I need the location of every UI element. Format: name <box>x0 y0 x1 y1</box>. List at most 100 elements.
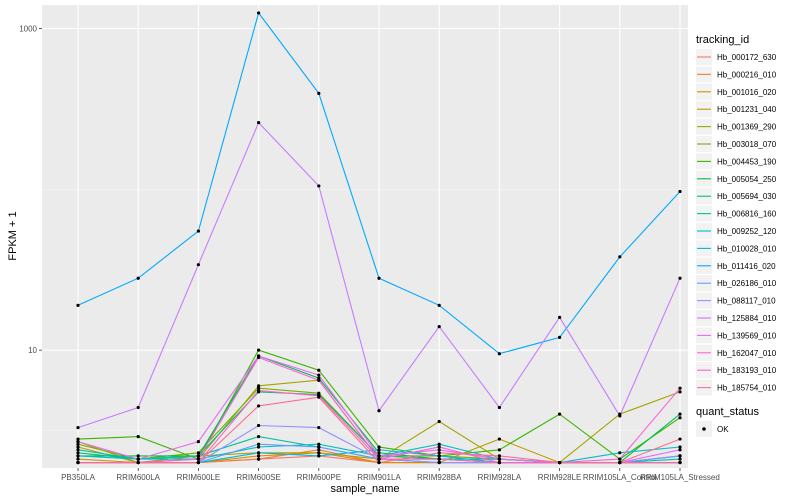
data-point <box>196 451 200 455</box>
data-point <box>678 276 682 280</box>
data-point <box>678 445 682 449</box>
data-point <box>257 348 261 352</box>
data-point <box>497 454 501 458</box>
data-point <box>257 384 261 388</box>
data-point <box>257 11 261 15</box>
data-point <box>437 303 441 307</box>
data-point <box>257 445 261 449</box>
data-point <box>377 276 381 280</box>
data-point <box>136 435 140 439</box>
legend-label: Hb_162047_010 <box>717 349 777 358</box>
data-point <box>76 439 80 444</box>
x-tick-label: RRIM600SE <box>236 473 280 482</box>
legend-label: Hb_001016_020 <box>717 88 777 97</box>
data-point <box>317 368 321 372</box>
data-point <box>196 454 200 458</box>
data-point <box>497 405 501 410</box>
data-point <box>257 386 261 390</box>
data-point <box>317 373 321 377</box>
data-point <box>317 378 321 382</box>
data-point <box>76 460 80 465</box>
legend-label: Hb_125884_010 <box>717 314 777 323</box>
data-point <box>377 460 381 465</box>
data-point <box>497 437 501 441</box>
shape-legend-title: quant_status <box>696 406 759 418</box>
data-point <box>618 457 622 461</box>
legend-label: Hb_000216_010 <box>717 70 777 79</box>
y-axis-ticks: 10 1000 <box>19 25 42 355</box>
data-point <box>678 460 682 465</box>
y-axis-title: FPKM + 1 <box>7 211 19 260</box>
data-point <box>618 451 622 455</box>
legend-label: Hb_005054_250 <box>717 175 777 184</box>
data-point <box>678 454 682 458</box>
x-tick-label: RRIM600LA <box>116 473 160 482</box>
data-point <box>678 416 682 420</box>
data-point <box>76 445 80 449</box>
data-point <box>76 448 80 452</box>
data-point <box>136 405 140 410</box>
data-point <box>317 445 321 449</box>
x-axis-title: sample_name <box>330 483 399 495</box>
data-point <box>437 457 441 461</box>
legend-label: Hb_001231_040 <box>717 105 777 114</box>
grid-minor <box>42 189 688 431</box>
data-point <box>497 457 501 461</box>
legend-label: Hb_003018_070 <box>717 140 777 149</box>
legend-label: Hb_185754_010 <box>717 384 777 393</box>
data-point <box>196 439 200 444</box>
data-point <box>257 389 261 393</box>
shape-legend-point <box>702 427 706 431</box>
data-point <box>437 460 441 465</box>
data-point <box>678 390 682 394</box>
data-point <box>437 442 441 446</box>
data-point <box>196 460 200 465</box>
data-point <box>136 457 140 461</box>
grid-major <box>42 5 688 468</box>
data-point <box>76 451 80 455</box>
data-point <box>558 460 562 465</box>
data-point <box>678 412 682 416</box>
x-tick-label: RRIM901LA <box>357 473 401 482</box>
x-tick-label: RRIM928LE <box>538 473 582 482</box>
data-point <box>317 425 321 430</box>
data-point <box>497 460 501 465</box>
data-point <box>678 448 682 452</box>
data-point <box>618 460 622 465</box>
shape-legend-label: OK <box>717 425 729 434</box>
data-point <box>618 255 622 259</box>
x-tick-label: RRIM928BA <box>417 473 462 482</box>
data-point <box>136 276 140 280</box>
legend-label: Hb_010028_010 <box>717 244 777 253</box>
legend-label: Hb_000172_630 <box>717 53 777 62</box>
legend-label: Hb_139569_010 <box>717 331 777 340</box>
x-tick-label: RRIM105LA_Stressed <box>640 473 720 482</box>
color-legend: Hb_000172_630 Hb_000216_010 Hb_001016_020 H… <box>696 49 777 396</box>
legend-label: Hb_004453_190 <box>717 157 777 166</box>
data-point <box>558 412 562 416</box>
data-point <box>377 457 381 461</box>
legend-label: Hb_009252_120 <box>717 227 777 236</box>
data-point <box>257 454 261 458</box>
data-point <box>317 184 321 188</box>
data-point <box>76 454 80 458</box>
x-tick-label: RRIM105LA_Control <box>583 473 657 482</box>
data-point <box>317 442 321 446</box>
x-tick-label: PB350LA <box>61 473 95 482</box>
data-point <box>377 451 381 455</box>
data-point <box>257 404 261 408</box>
data-point <box>497 352 501 356</box>
data-point <box>618 414 622 418</box>
legend-label: Hb_001369_290 <box>717 123 777 132</box>
data-point <box>437 448 441 452</box>
data-point <box>437 445 441 449</box>
data-point <box>558 335 562 340</box>
data-point <box>678 457 682 461</box>
x-tick-label: RRIM600LE <box>177 473 221 482</box>
data-point <box>377 445 381 449</box>
x-tick-label: RRIM928LA <box>478 473 522 482</box>
data-point <box>678 386 682 390</box>
data-point <box>317 448 321 452</box>
legend-label: Hb_183193_010 <box>717 366 777 375</box>
legend-label: Hb_006816_160 <box>717 210 777 219</box>
